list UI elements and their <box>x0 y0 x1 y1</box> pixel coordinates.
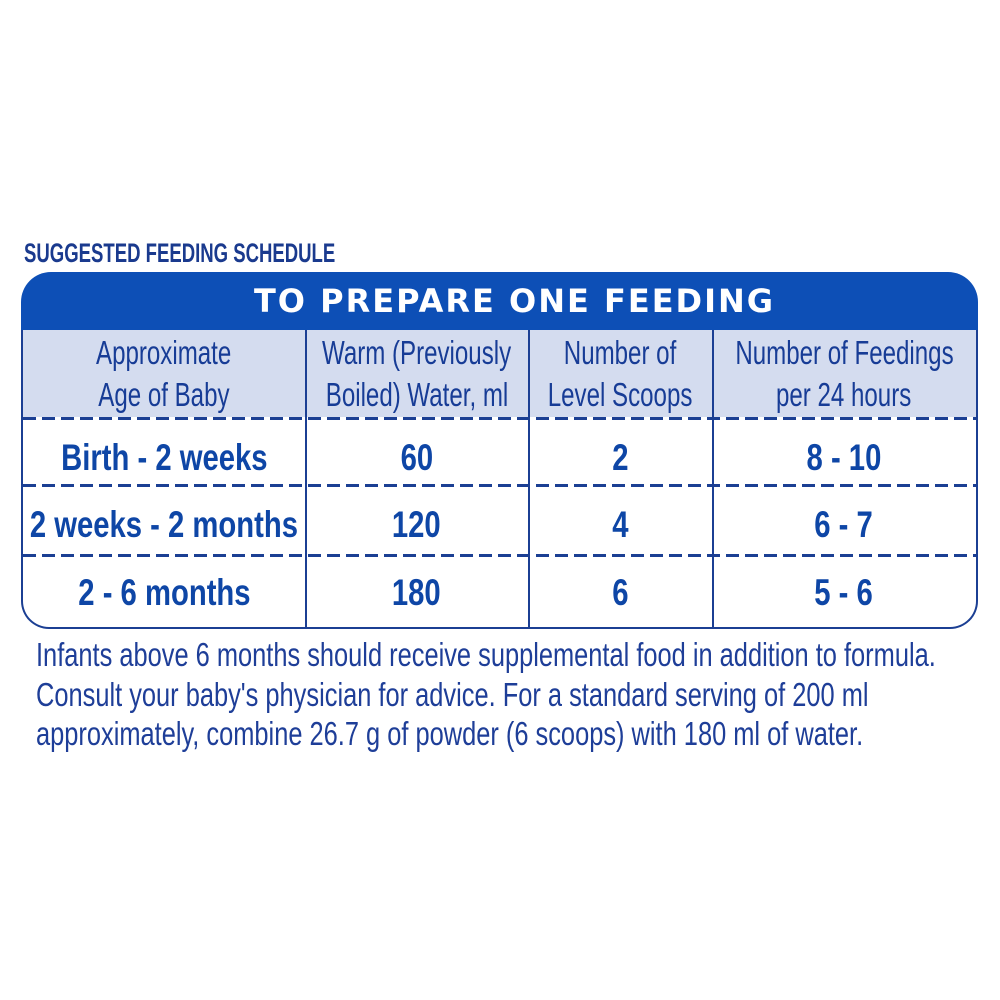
table-row: Birth - 2 weeks 60 2 8 - 10 <box>23 420 976 484</box>
dashed-divider <box>23 554 976 557</box>
table-title-bar: TO PREPARE ONE FEEDING <box>21 272 978 330</box>
cell-age: 2 - 6 months <box>23 557 305 627</box>
column-header-scoops: Number of Level Scoops <box>528 330 712 417</box>
cell-age: 2 weeks - 2 months <box>23 495 305 554</box>
feeding-schedule-table: TO PREPARE ONE FEEDING Approximate Age o… <box>21 272 978 629</box>
cell-feedings: 8 - 10 <box>712 431 976 484</box>
column-divider <box>305 330 307 627</box>
dashed-divider <box>23 484 976 487</box>
table-title: TO PREPARE ONE FEEDING <box>253 282 776 320</box>
footnote-line: Consult your baby's physician for advice… <box>36 675 869 713</box>
footnote-line: approximately, combine 26.7 g of powder … <box>36 715 864 752</box>
age-value: 2 - 6 months <box>77 570 251 613</box>
column-divider <box>528 330 530 627</box>
cell-water: 180 <box>305 557 528 627</box>
cell-scoops: 4 <box>528 495 712 554</box>
column-header-line: Approximate <box>96 333 232 371</box>
column-header-line: Level Scoops <box>547 375 693 413</box>
column-header-line: Number of <box>563 333 677 371</box>
scoops-value: 4 <box>611 503 629 545</box>
column-header-line: per 24 hours <box>776 375 912 413</box>
table-body: Approximate Age of Baby Warm (Previously… <box>21 330 978 629</box>
water-value: 180 <box>392 570 441 613</box>
feedings-value: 5 - 6 <box>814 570 874 613</box>
age-value: Birth - 2 weeks <box>60 436 268 478</box>
column-header-water: Warm (Previously Boiled) Water, ml <box>305 330 528 417</box>
column-header-feedings: Number of Feedings per 24 hours <box>712 330 976 417</box>
cell-age: Birth - 2 weeks <box>23 431 305 484</box>
cell-scoops: 6 <box>528 557 712 627</box>
column-divider <box>712 330 714 627</box>
column-header-line: Number of Feedings <box>734 333 954 371</box>
cell-water: 120 <box>305 495 528 554</box>
age-value: 2 weeks - 2 months <box>29 503 299 545</box>
cell-feedings: 6 - 7 <box>712 495 976 554</box>
table-header-row: Approximate Age of Baby Warm (Previously… <box>23 330 976 417</box>
scoops-value: 6 <box>611 570 629 613</box>
footnote-line: Infants above 6 months should receive su… <box>36 636 936 673</box>
column-header-line: Age of Baby <box>98 375 230 413</box>
section-heading: SUGGESTED FEEDING SCHEDULE <box>24 238 336 268</box>
dashed-divider <box>23 417 976 420</box>
footnote: Infants above 6 months should receive su… <box>36 635 1000 754</box>
table-row: 2 weeks - 2 months 120 4 6 - 7 <box>23 487 976 554</box>
water-value: 60 <box>400 436 433 478</box>
table-row: 2 - 6 months 180 6 5 - 6 <box>23 557 976 627</box>
cell-water: 60 <box>305 431 528 484</box>
column-header-line: Boiled) Water, ml <box>325 375 508 413</box>
cell-scoops: 2 <box>528 431 712 484</box>
column-header-line: Warm (Previously <box>321 333 512 371</box>
scoops-value: 2 <box>611 436 629 478</box>
water-value: 120 <box>392 503 441 545</box>
feedings-value: 6 - 7 <box>814 503 874 545</box>
cell-feedings: 5 - 6 <box>712 557 976 627</box>
feedings-value: 8 - 10 <box>806 436 882 478</box>
column-header-age: Approximate Age of Baby <box>23 330 305 417</box>
